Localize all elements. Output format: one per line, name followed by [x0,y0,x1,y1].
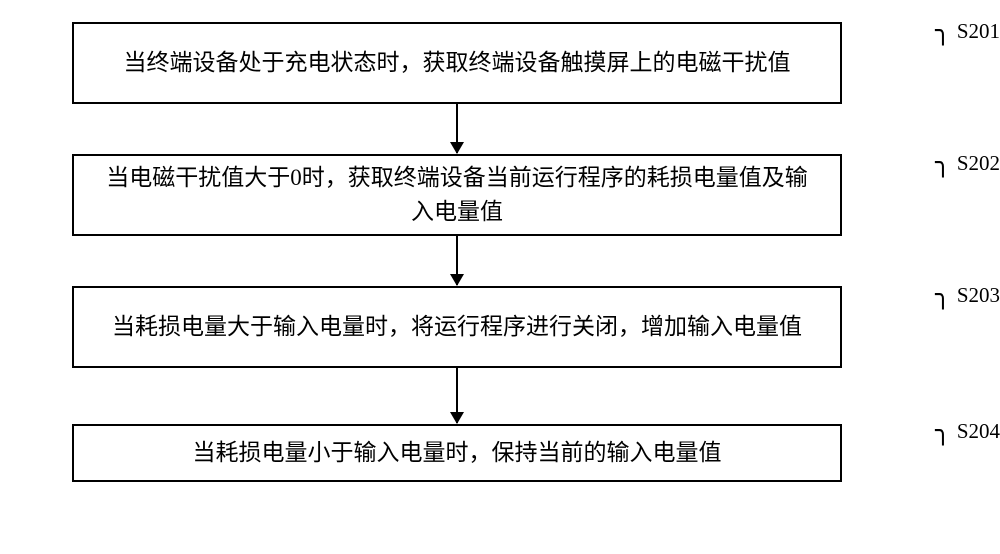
flow-box-text: 当终端设备处于充电状态时，获取终端设备触摸屏上的电磁干扰值 [124,46,791,81]
step-label: S201 [957,19,1000,44]
step-label: S204 [957,419,1000,444]
step-label: S202 [957,151,1000,176]
flow-box-text: 当耗损电量小于输入电量时，保持当前的输入电量值 [193,436,722,471]
flow-box-text: 当耗损电量大于输入电量时，将运行程序进行关闭，增加输入电量值 [112,310,802,345]
flow-box: 当耗损电量大于输入电量时，将运行程序进行关闭，增加输入电量值 [72,286,842,368]
flow-step: 当终端设备处于充电状态时，获取终端设备触摸屏上的电磁干扰值╮S201 [72,22,922,104]
flow-arrow [72,368,842,424]
step-label-wrap: ╮S202 [939,150,1000,176]
connector-curve: ╮ [935,418,951,444]
step-label-wrap: ╮S201 [939,18,1000,44]
connector-curve: ╮ [935,18,951,44]
step-label: S203 [957,283,1000,308]
connector-curve: ╮ [935,150,951,176]
flow-box: 当耗损电量小于输入电量时，保持当前的输入电量值 [72,424,842,482]
flow-box-text: 当电磁干扰值大于0时，获取终端设备当前运行程序的耗损电量值及输入电量值 [104,161,810,230]
flow-step: 当耗损电量大于输入电量时，将运行程序进行关闭，增加输入电量值╮S203 [72,286,922,368]
flow-step: 当电磁干扰值大于0时，获取终端设备当前运行程序的耗损电量值及输入电量值╮S202 [72,154,922,236]
connector-curve: ╮ [935,282,951,308]
flowchart-container: 当终端设备处于充电状态时，获取终端设备触摸屏上的电磁干扰值╮S201 当电磁干扰值… [72,22,922,482]
step-label-wrap: ╮S203 [939,282,1000,308]
flow-arrow [72,236,842,286]
flow-box: 当电磁干扰值大于0时，获取终端设备当前运行程序的耗损电量值及输入电量值 [72,154,842,236]
flow-step: 当耗损电量小于输入电量时，保持当前的输入电量值╮S204 [72,424,922,482]
step-label-wrap: ╮S204 [939,418,1000,444]
flow-box: 当终端设备处于充电状态时，获取终端设备触摸屏上的电磁干扰值 [72,22,842,104]
flow-arrow [72,104,842,154]
